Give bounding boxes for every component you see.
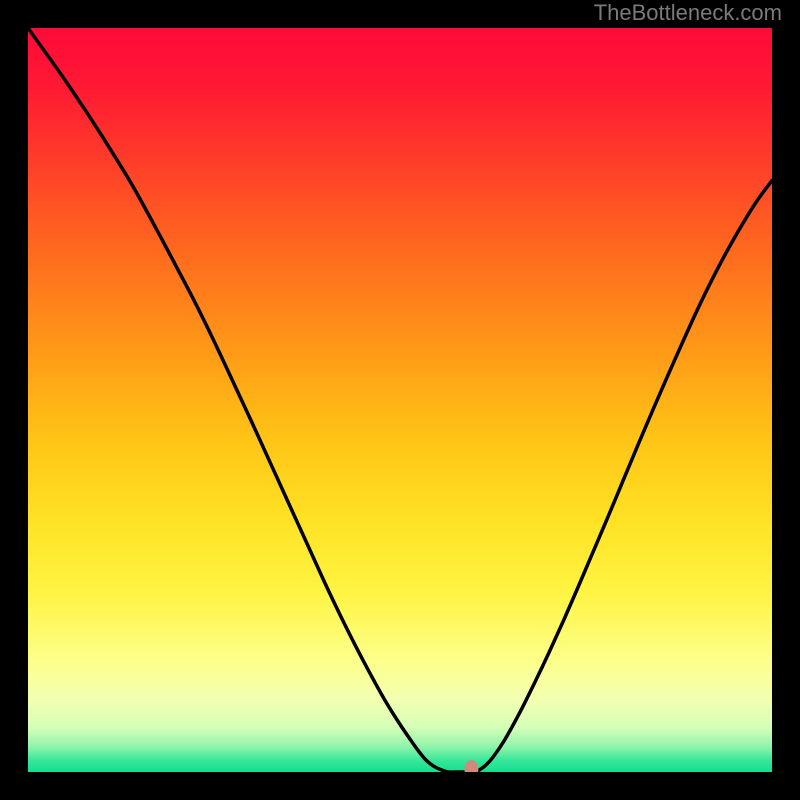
chart-stage: TheBottleneck.com [0,0,800,800]
source-watermark: TheBottleneck.com [594,0,782,26]
plot-area [28,28,772,772]
gradient-background [28,28,772,772]
